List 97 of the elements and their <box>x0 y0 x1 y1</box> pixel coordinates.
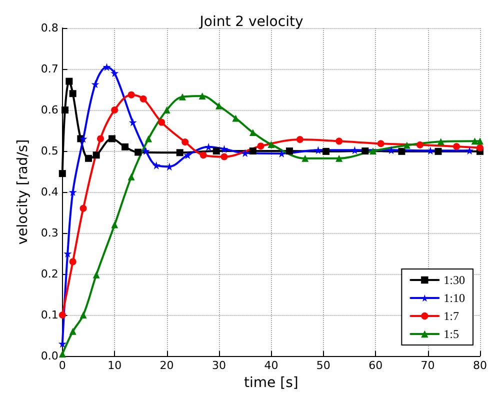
legend-label: 1:30 <box>444 273 466 287</box>
point <box>426 146 434 155</box>
point <box>249 148 256 154</box>
point <box>108 135 116 142</box>
point <box>296 136 304 144</box>
y-tick-label: 0.6 <box>40 104 58 116</box>
point <box>142 147 150 155</box>
point <box>416 141 424 148</box>
point <box>80 204 87 212</box>
point <box>178 93 186 100</box>
x-tick-label: 50 <box>316 359 330 372</box>
point <box>398 148 406 155</box>
point <box>92 271 100 278</box>
point <box>257 142 264 150</box>
point <box>84 154 92 162</box>
point <box>182 138 189 146</box>
point <box>286 148 293 154</box>
point <box>336 154 343 162</box>
y-tick-label: 0.0 <box>40 350 58 362</box>
point <box>437 138 444 146</box>
point <box>163 106 170 114</box>
point <box>369 148 376 154</box>
point <box>476 144 484 152</box>
y-tick-label: 0.3 <box>40 226 58 240</box>
point <box>140 95 147 102</box>
chart-title: Joint 2 velocity <box>198 14 304 30</box>
point <box>111 221 118 228</box>
x-tick-label: 70 <box>420 359 435 372</box>
point <box>68 188 77 196</box>
x-tick-label: 10 <box>108 359 122 372</box>
point <box>152 161 160 170</box>
x-tick-label: 80 <box>473 359 487 372</box>
x-axis-title: time [s] <box>244 375 298 391</box>
point <box>403 142 410 149</box>
y-tick-label: 0.1 <box>40 308 58 322</box>
point <box>466 146 474 155</box>
point <box>336 138 343 145</box>
point <box>66 78 73 85</box>
point <box>176 149 184 156</box>
point <box>128 173 135 180</box>
point <box>111 106 118 114</box>
point <box>241 149 250 158</box>
x-tick-label: 20 <box>160 359 174 372</box>
legend-label: 1:10 <box>444 291 466 305</box>
x-tick-label: 40 <box>264 359 278 372</box>
point <box>204 142 213 151</box>
legend-label: 1:5 <box>444 327 460 341</box>
point <box>91 80 100 88</box>
y-tick-label: 0.7 <box>40 62 58 76</box>
point <box>476 138 484 145</box>
point <box>302 154 309 162</box>
point <box>69 258 76 266</box>
point <box>80 312 87 318</box>
point <box>215 102 222 110</box>
point <box>62 106 69 114</box>
y-axis-title: velocity [rad/s] <box>15 139 31 245</box>
point <box>362 148 369 154</box>
point <box>377 140 384 148</box>
point <box>58 170 66 178</box>
y-tick-label: 0.4 <box>40 186 58 198</box>
point <box>184 151 192 160</box>
x-tick-label: 0 <box>58 359 66 372</box>
point <box>434 148 442 155</box>
point <box>134 148 142 156</box>
point <box>350 146 359 154</box>
point <box>128 118 137 126</box>
y-tick-label: 0.2 <box>40 268 58 280</box>
point <box>232 114 240 122</box>
point <box>453 142 460 150</box>
point <box>69 328 76 335</box>
point <box>387 146 396 154</box>
legend-label: 1:7 <box>444 309 460 323</box>
x-tick-label: 60 <box>368 359 383 372</box>
x-tick-label: 30 <box>212 359 226 372</box>
y-tick-label: 0.8 <box>40 22 58 34</box>
point <box>212 148 220 154</box>
point <box>128 91 135 98</box>
point <box>268 140 275 148</box>
point <box>69 90 76 98</box>
point <box>249 129 256 136</box>
point <box>122 143 129 150</box>
point <box>220 153 228 160</box>
point <box>58 312 66 318</box>
point <box>110 69 119 78</box>
point <box>145 135 152 142</box>
point <box>200 152 207 159</box>
point <box>92 152 100 159</box>
point <box>471 138 478 145</box>
point <box>79 134 88 143</box>
point <box>314 146 322 154</box>
point <box>102 62 111 71</box>
point <box>198 92 206 100</box>
point <box>322 148 330 155</box>
point <box>158 118 166 126</box>
point <box>97 135 104 142</box>
y-tick-label: 0.5 <box>40 144 58 158</box>
point <box>58 350 66 358</box>
